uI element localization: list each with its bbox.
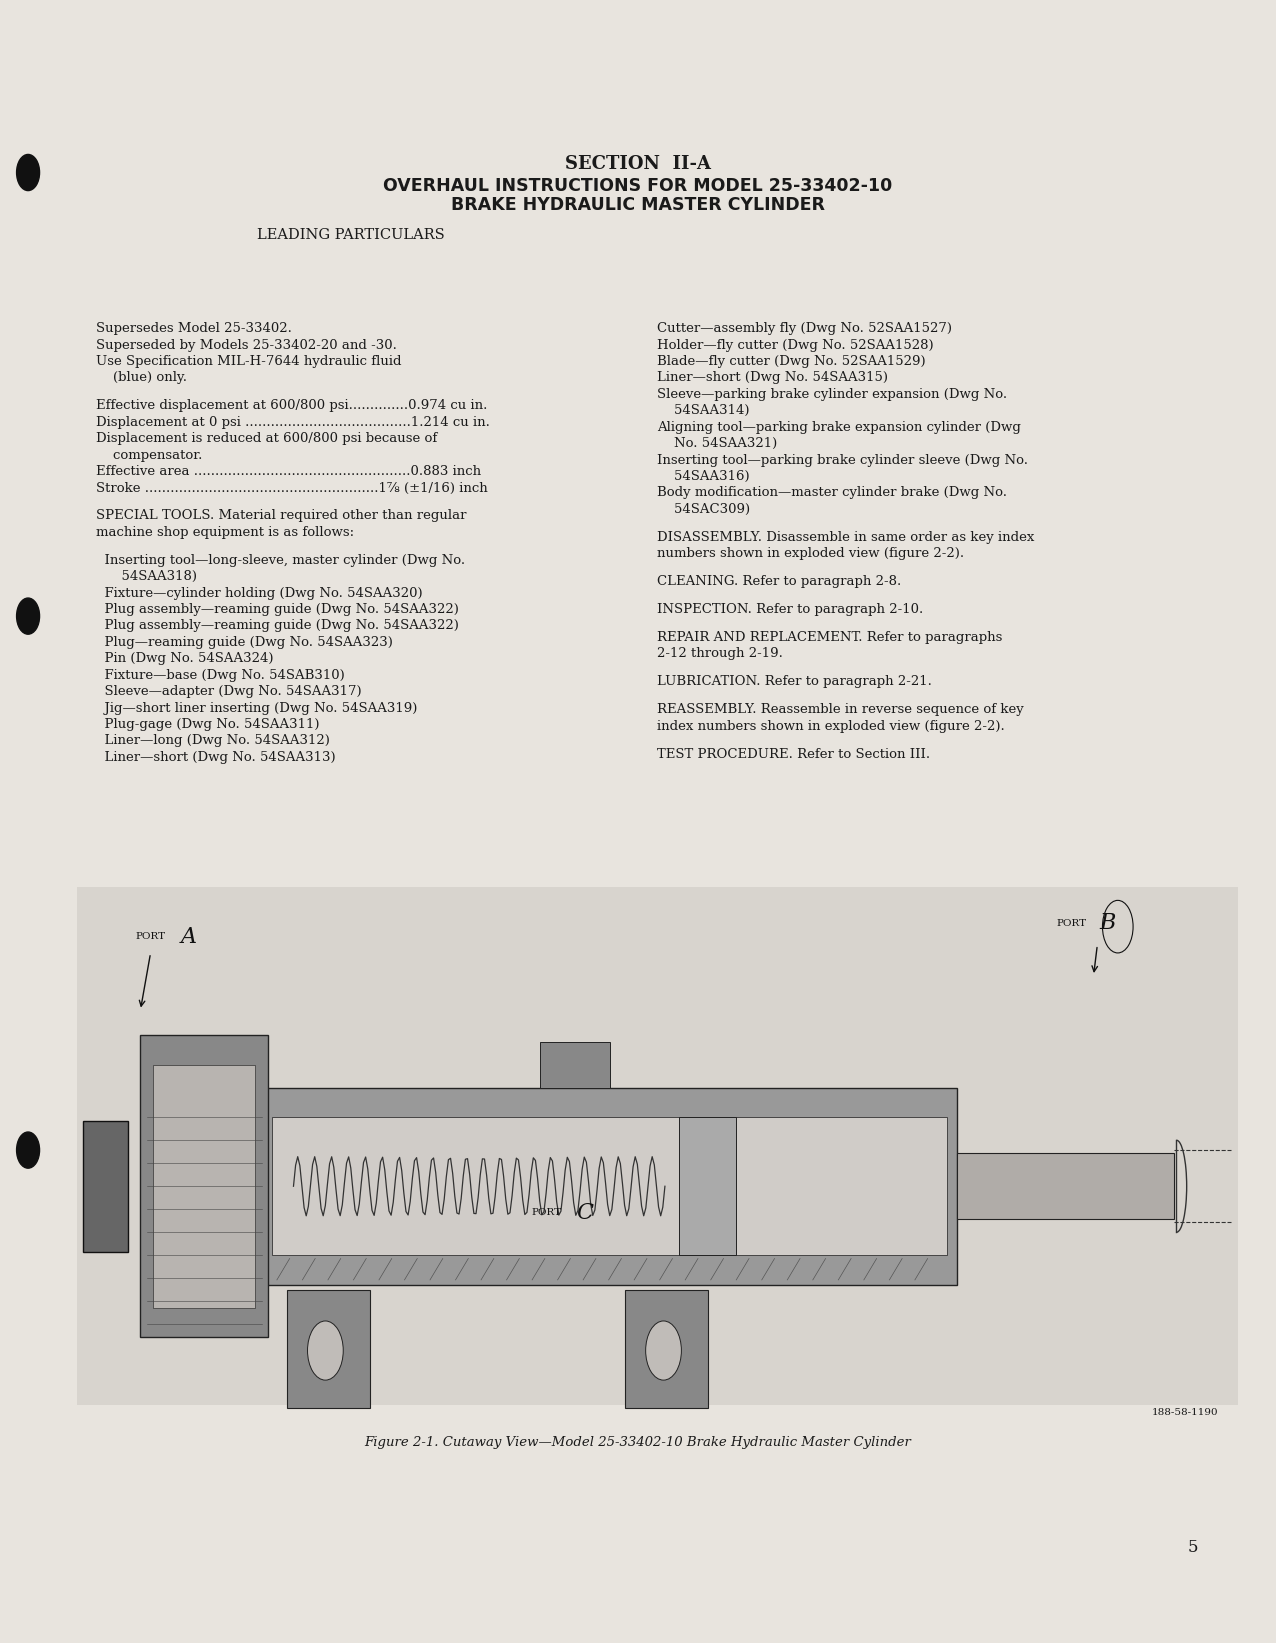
Text: B: B	[1100, 912, 1115, 935]
Text: Effective displacement at 600/800 psi..............0.974 cu in.: Effective displacement at 600/800 psi...…	[96, 399, 487, 412]
Text: compensator.: compensator.	[96, 449, 202, 462]
Text: Holder—fly cutter (Dwg No. 52SAA1528): Holder—fly cutter (Dwg No. 52SAA1528)	[657, 338, 934, 352]
Text: Plug-gage (Dwg No. 54SAA311): Plug-gage (Dwg No. 54SAA311)	[96, 718, 319, 731]
Text: C: C	[575, 1201, 593, 1224]
Text: INSPECTION. Refer to paragraph 2-10.: INSPECTION. Refer to paragraph 2-10.	[657, 603, 924, 616]
Text: Pin (Dwg No. 54SAA324): Pin (Dwg No. 54SAA324)	[96, 652, 273, 665]
Ellipse shape	[17, 598, 40, 634]
Text: LUBRICATION. Refer to paragraph 2-21.: LUBRICATION. Refer to paragraph 2-21.	[657, 675, 931, 688]
Text: Plug assembly—reaming guide (Dwg No. 54SAA322): Plug assembly—reaming guide (Dwg No. 54S…	[96, 603, 458, 616]
Text: SECTION  II-A: SECTION II-A	[565, 156, 711, 173]
Text: Supersedes Model 25-33402.: Supersedes Model 25-33402.	[96, 322, 292, 335]
Text: Inserting tool—parking brake cylinder sleeve (Dwg No.: Inserting tool—parking brake cylinder sl…	[657, 453, 1028, 467]
Text: Figure 2-1. Cutaway View—Model 25-33402-10 Brake Hydraulic Master Cylinder: Figure 2-1. Cutaway View—Model 25-33402-…	[365, 1436, 911, 1449]
Text: 54SAA318): 54SAA318)	[96, 570, 197, 583]
Text: Fixture—cylinder holding (Dwg No. 54SAA320): Fixture—cylinder holding (Dwg No. 54SAA3…	[96, 587, 422, 600]
Text: Superseded by Models 25-33402-20 and -30.: Superseded by Models 25-33402-20 and -30…	[96, 338, 397, 352]
FancyBboxPatch shape	[272, 1117, 947, 1255]
Text: Use Specification MIL-H-7644 hydraulic fluid: Use Specification MIL-H-7644 hydraulic f…	[96, 355, 401, 368]
Text: 2-12 through 2-19.: 2-12 through 2-19.	[657, 647, 783, 660]
Text: machine shop equipment is as follows:: machine shop equipment is as follows:	[96, 526, 353, 539]
Text: Aligning tool—parking brake expansion cylinder (Dwg: Aligning tool—parking brake expansion cy…	[657, 421, 1021, 434]
Text: 54SAC309): 54SAC309)	[657, 503, 750, 516]
FancyBboxPatch shape	[540, 1042, 610, 1088]
Text: Stroke .......................................................1⅞ (±1/16) inch: Stroke .................................…	[96, 481, 487, 495]
Text: Cutter—assembly fly (Dwg No. 52SAA1527): Cutter—assembly fly (Dwg No. 52SAA1527)	[657, 322, 952, 335]
Text: REASSEMBLY. Reassemble in reverse sequence of key: REASSEMBLY. Reassemble in reverse sequen…	[657, 703, 1023, 716]
Text: Liner—short (Dwg No. 54SAA315): Liner—short (Dwg No. 54SAA315)	[657, 371, 888, 384]
Text: 54SAA316): 54SAA316)	[657, 470, 750, 483]
FancyBboxPatch shape	[287, 1290, 370, 1408]
Text: Inserting tool—long-sleeve, master cylinder (Dwg No.: Inserting tool—long-sleeve, master cylin…	[96, 554, 464, 567]
Ellipse shape	[17, 1132, 40, 1168]
Text: 188-58-1190: 188-58-1190	[1152, 1408, 1219, 1418]
Text: Blade—fly cutter (Dwg No. 52SAA1529): Blade—fly cutter (Dwg No. 52SAA1529)	[657, 355, 926, 368]
Text: LEADING PARTICULARS: LEADING PARTICULARS	[256, 228, 445, 242]
FancyBboxPatch shape	[153, 1065, 255, 1308]
Text: Liner—short (Dwg No. 54SAA313): Liner—short (Dwg No. 54SAA313)	[96, 751, 336, 764]
Text: PORT: PORT	[135, 932, 166, 941]
Text: Sleeve—parking brake cylinder expansion (Dwg No.: Sleeve—parking brake cylinder expansion …	[657, 388, 1007, 401]
Text: Plug—reaming guide (Dwg No. 54SAA323): Plug—reaming guide (Dwg No. 54SAA323)	[96, 636, 393, 649]
FancyBboxPatch shape	[957, 1153, 1174, 1219]
Text: OVERHAUL INSTRUCTIONS FOR MODEL 25-33402-10: OVERHAUL INSTRUCTIONS FOR MODEL 25-33402…	[383, 177, 893, 194]
Text: 5: 5	[1188, 1539, 1198, 1556]
Text: numbers shown in exploded view (figure 2-2).: numbers shown in exploded view (figure 2…	[657, 547, 965, 560]
Text: (blue) only.: (blue) only.	[96, 371, 186, 384]
Text: DISASSEMBLY. Disassemble in same order as key index: DISASSEMBLY. Disassemble in same order a…	[657, 531, 1035, 544]
Text: CLEANING. Refer to paragraph 2-8.: CLEANING. Refer to paragraph 2-8.	[657, 575, 901, 588]
Ellipse shape	[308, 1321, 343, 1380]
Text: PORT: PORT	[1057, 918, 1087, 928]
Text: Sleeve—adapter (Dwg No. 54SAA317): Sleeve—adapter (Dwg No. 54SAA317)	[96, 685, 361, 698]
Text: No. 54SAA321): No. 54SAA321)	[657, 437, 777, 450]
Ellipse shape	[646, 1321, 681, 1380]
FancyBboxPatch shape	[262, 1088, 957, 1285]
Text: Effective area ...................................................0.883 inch: Effective area .........................…	[96, 465, 481, 478]
FancyBboxPatch shape	[77, 887, 1238, 1405]
Text: Plug assembly—reaming guide (Dwg No. 54SAA322): Plug assembly—reaming guide (Dwg No. 54S…	[96, 619, 458, 633]
Text: PORT: PORT	[531, 1208, 561, 1217]
Text: A: A	[181, 925, 197, 948]
Text: TEST PROCEDURE. Refer to Section III.: TEST PROCEDURE. Refer to Section III.	[657, 748, 930, 761]
FancyBboxPatch shape	[625, 1290, 708, 1408]
Text: index numbers shown in exploded view (figure 2-2).: index numbers shown in exploded view (fi…	[657, 720, 1005, 733]
FancyBboxPatch shape	[679, 1117, 736, 1255]
Text: Fixture—base (Dwg No. 54SAB310): Fixture—base (Dwg No. 54SAB310)	[96, 669, 345, 682]
Text: Displacement is reduced at 600/800 psi because of: Displacement is reduced at 600/800 psi b…	[96, 432, 436, 445]
Text: Liner—long (Dwg No. 54SAA312): Liner—long (Dwg No. 54SAA312)	[96, 734, 329, 748]
Ellipse shape	[17, 154, 40, 191]
Text: SPECIAL TOOLS. Material required other than regular: SPECIAL TOOLS. Material required other t…	[96, 509, 466, 522]
Text: BRAKE HYDRAULIC MASTER CYLINDER: BRAKE HYDRAULIC MASTER CYLINDER	[450, 197, 826, 214]
Text: 54SAA314): 54SAA314)	[657, 404, 749, 417]
Text: Body modification—master cylinder brake (Dwg No.: Body modification—master cylinder brake …	[657, 486, 1007, 499]
Text: REPAIR AND REPLACEMENT. Refer to paragraphs: REPAIR AND REPLACEMENT. Refer to paragra…	[657, 631, 1003, 644]
Text: Jig—short liner inserting (Dwg No. 54SAA319): Jig—short liner inserting (Dwg No. 54SAA…	[96, 702, 417, 715]
FancyBboxPatch shape	[140, 1035, 268, 1337]
Text: Displacement at 0 psi .......................................1.214 cu in.: Displacement at 0 psi ..................…	[96, 416, 490, 429]
FancyBboxPatch shape	[83, 1121, 128, 1252]
